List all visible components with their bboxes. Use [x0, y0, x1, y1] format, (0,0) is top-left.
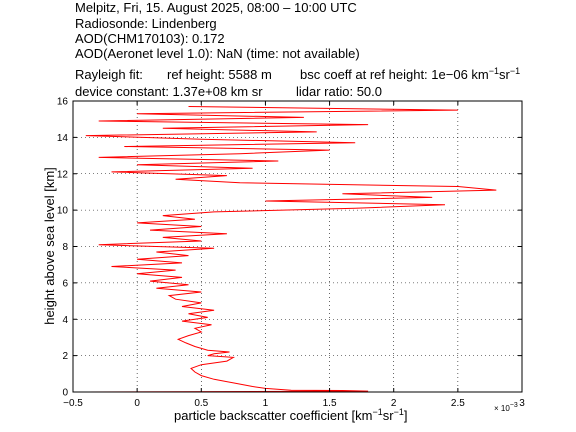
- ref-height: ref height: 5588 m: [167, 67, 272, 82]
- lidar-ratio: lidar ratio: 50.0: [296, 84, 382, 99]
- x-axis-label-exp2: −1: [393, 407, 404, 417]
- bsc-unit-sr: sr: [499, 67, 510, 82]
- y-tick-label: 8: [62, 242, 68, 253]
- x-axis-label-close: ]: [403, 408, 408, 423]
- bsc-coeff-text: bsc coeff at ref height: 1e−06 km: [300, 67, 489, 82]
- y-tick-label: 12: [57, 169, 69, 180]
- bsc-unit-exp-km: −1: [488, 66, 500, 76]
- y-tick-label: 4: [62, 315, 68, 326]
- x-tick-label: 1.5: [323, 398, 337, 409]
- x-tick-label: −0.5: [63, 398, 83, 409]
- x-tick-label: 1: [263, 398, 269, 409]
- backscatter-profile-line: [85, 106, 497, 392]
- axis-ticks: [72, 100, 523, 393]
- x-multiplier-exp: −3: [509, 402, 518, 409]
- x-multiplier-base: × 10: [494, 404, 510, 413]
- x-tick-label: 3: [519, 398, 525, 409]
- chart-grid: [73, 101, 522, 392]
- device-constant: device constant: 1.37e+08 km sr: [75, 84, 263, 99]
- header-aod-chm: AOD(CHM170103): 0.172: [75, 31, 225, 46]
- header-rayleigh-line: Rayleigh fit: ref height: 5588 m bsc coe…: [75, 67, 575, 85]
- x-tick-label: 0: [134, 398, 140, 409]
- x-axis-label-text: particle backscatter coefficient [km: [174, 408, 373, 423]
- x-axis-multiplier: × 10−3: [494, 402, 518, 413]
- header-device-line: device constant: 1.37e+08 km sr lidar ra…: [75, 84, 575, 102]
- x-axis-label-sr: sr: [382, 408, 394, 423]
- bsc-coeff: bsc coeff at ref height: 1e−06 km−1sr−1: [300, 67, 520, 83]
- y-tick-label: 0: [62, 388, 68, 399]
- y-tick-label: 16: [57, 97, 69, 108]
- x-axis-label-exp1: −1: [372, 407, 383, 417]
- x-tick-label: 2.5: [451, 398, 465, 409]
- x-tick-label: 2: [391, 398, 397, 409]
- rayleigh-label: Rayleigh fit:: [75, 67, 143, 82]
- header-aod-aeronet: AOD(Aeronet level 1.0): NaN (time: not a…: [75, 46, 360, 61]
- y-tick-label: 14: [57, 133, 69, 144]
- header-location-time: Melpitz, Fri, 15. August 2025, 08:00 – 1…: [75, 0, 357, 15]
- y-tick-label: 10: [57, 206, 69, 217]
- y-tick-label: 2: [62, 351, 68, 362]
- header-radiosonde: Radiosonde: Lindenberg: [75, 16, 217, 31]
- bsc-unit-exp-sr: −1: [509, 66, 521, 76]
- y-axis-label: height above sea level [km]: [42, 167, 57, 325]
- x-tick-label: 0.5: [194, 398, 208, 409]
- y-tick-label: 6: [62, 278, 68, 289]
